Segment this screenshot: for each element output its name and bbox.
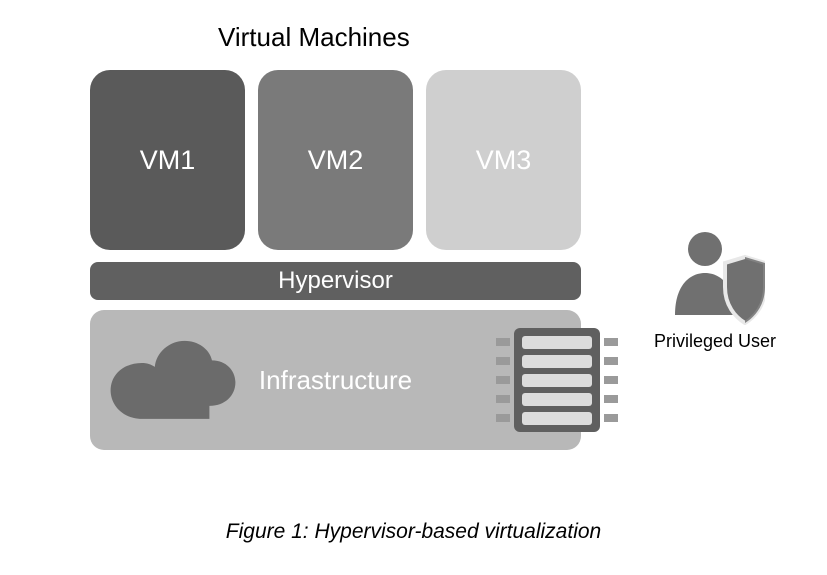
privileged-user-label: Privileged User (654, 331, 776, 352)
vm-box-3: VM3 (426, 70, 581, 250)
vm-label-1: VM1 (140, 145, 196, 176)
figure-caption: Figure 1: Hypervisor-based virtualizatio… (0, 520, 827, 544)
privileged-user-block: Privileged User (640, 225, 790, 352)
page-title: Virtual Machines (218, 22, 410, 53)
server-rack-icon (492, 328, 622, 432)
hypervisor-label: Hypervisor (278, 267, 393, 295)
vm-box-2: VM2 (258, 70, 413, 250)
vm-label-2: VM2 (308, 145, 364, 176)
hypervisor-bar: Hypervisor (90, 262, 581, 300)
infrastructure-box: Infrastructure (90, 310, 581, 450)
user-shield-icon (665, 225, 765, 325)
vm-label-3: VM3 (476, 145, 532, 176)
infrastructure-label: Infrastructure (259, 365, 412, 396)
vm-box-1: VM1 (90, 70, 245, 250)
cloud-icon (108, 340, 238, 425)
